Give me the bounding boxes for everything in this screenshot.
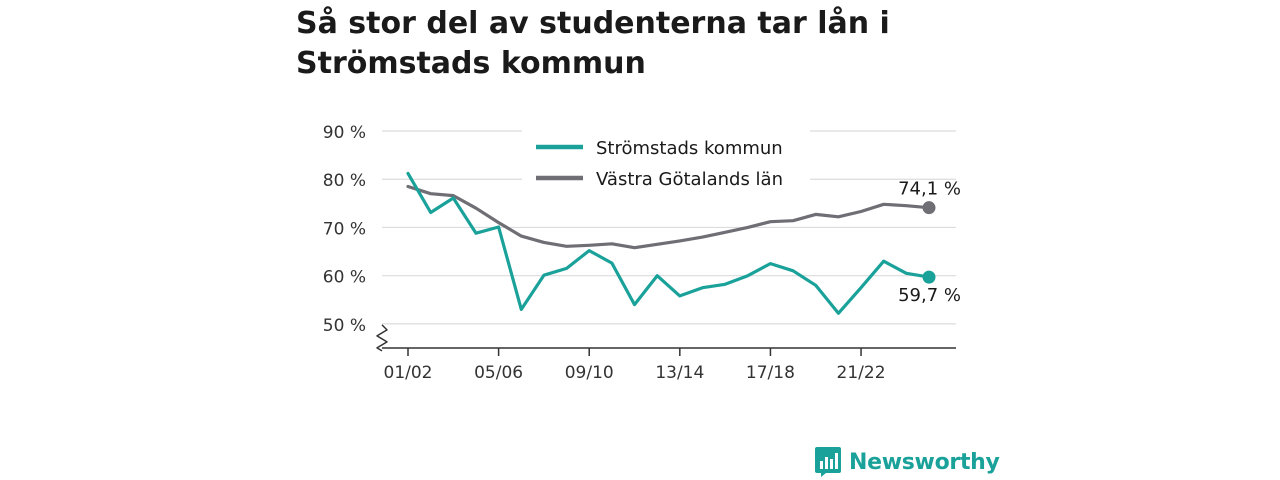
y-tick-label: 70 %: [323, 219, 366, 239]
series-end-point: [922, 201, 936, 215]
series-line: [406, 184, 931, 250]
chart-title: Så stor del av studenterna tar lån i Str…: [296, 6, 890, 81]
legend: Strömstads kommun Västra Götalands län: [522, 128, 810, 190]
x-tick-label: 17/18: [746, 363, 795, 383]
series-end-point: [922, 270, 936, 284]
end-value-label: 59,7 %: [898, 285, 961, 306]
brand-name: Newsworthy: [849, 449, 1000, 475]
axes: 50 % 60 % 70 % 80 % 90 % 01/02 05/06 09/10 13/14…: [323, 123, 956, 383]
end-labels: 59,7 % 74,1 %: [898, 179, 961, 306]
series-lines: [406, 171, 936, 315]
y-tick-label: 90 %: [323, 123, 366, 143]
x-tick-label: 21/22: [837, 363, 886, 383]
gridlines: [382, 130, 956, 325]
legend-label: Strömstads kommun: [596, 138, 783, 159]
end-value-label: 74,1 %: [898, 179, 961, 200]
y-tick-label: 60 %: [323, 268, 366, 288]
y-tick-label: 50 %: [323, 316, 366, 336]
x-tick-label: 09/10: [565, 363, 614, 383]
axis-break-icon: [376, 324, 388, 352]
legend-label: Västra Götalands län: [596, 169, 783, 190]
brand-logo: Newsworthy: [815, 446, 1000, 478]
x-tick-label: 05/06: [474, 363, 523, 383]
series-line: [406, 171, 931, 315]
y-tick-label: 80 %: [323, 171, 366, 191]
bar-chart-speech-bubble-icon: [815, 447, 841, 477]
x-tick-label: 01/02: [384, 363, 433, 383]
x-tick-label: 13/14: [655, 363, 704, 383]
